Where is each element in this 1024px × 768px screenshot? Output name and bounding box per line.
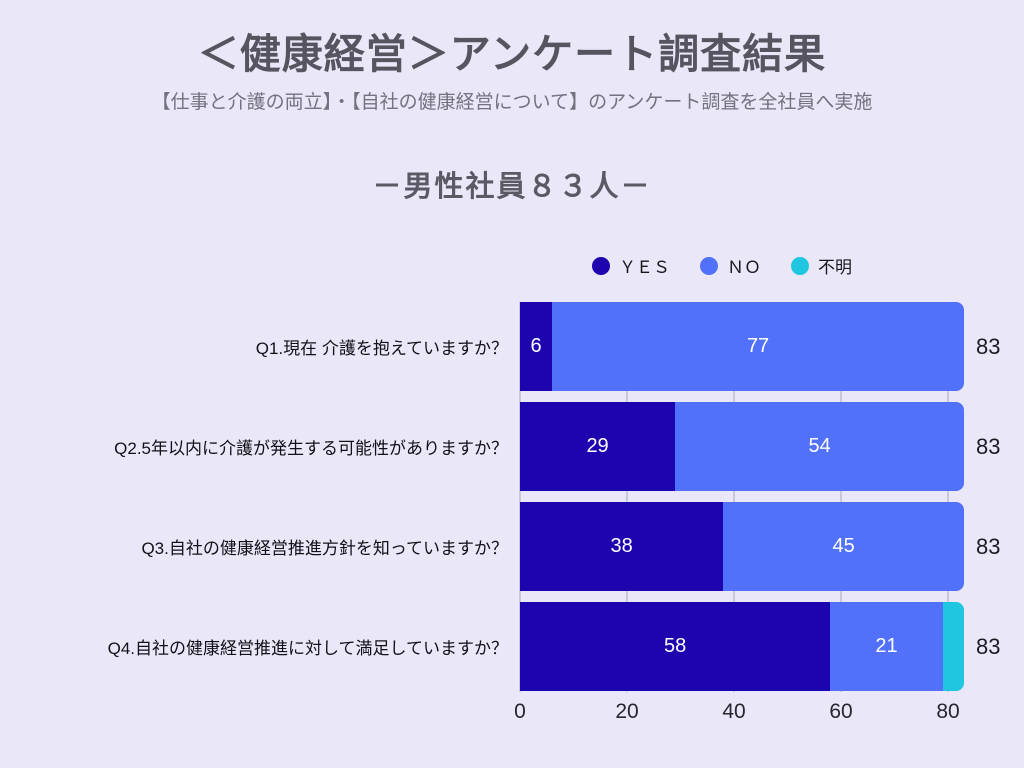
legend-item: ＹＥＳ xyxy=(592,253,670,278)
legend-swatch-icon xyxy=(592,256,610,275)
x-tick-label: 0 xyxy=(514,700,526,723)
segment-value: 38 xyxy=(610,535,633,557)
bar-segment: 54 xyxy=(675,402,965,491)
bar-row: 29 54 xyxy=(520,402,965,491)
segment-value: 29 xyxy=(586,435,609,457)
total-label: 83 xyxy=(976,633,1001,659)
category-label: Q2.5年以内に介護が発生する可能性がありますか？ xyxy=(114,439,508,458)
gridline xyxy=(840,302,842,692)
bar-row: 58 21 xyxy=(520,602,965,691)
legend-swatch-icon xyxy=(791,256,809,275)
x-tick-label: 60 xyxy=(829,700,853,723)
category-label: Q3.自社の健康経営推進方針を知っていますか？ xyxy=(141,539,508,558)
legend: ＹＥＳ ＮＯ 不明 xyxy=(592,253,852,278)
total-label: 83 xyxy=(976,533,1001,559)
legend-swatch-icon xyxy=(700,256,718,275)
category-label: Q1.現在 介護を抱えていますか？ xyxy=(255,339,508,358)
segment-value: 58 xyxy=(664,635,687,657)
legend-label: ＮＯ xyxy=(727,258,761,277)
bar-segment: 45 xyxy=(723,502,965,591)
page-title: ＜健康経営＞アンケート調査結果 xyxy=(197,31,827,77)
legend-label: ＹＥＳ xyxy=(619,258,670,277)
bar-segment: 29 xyxy=(520,402,676,491)
legend-item: 不明 xyxy=(791,253,852,278)
bar-segment: 77 xyxy=(552,302,965,391)
bar-segment: 58 xyxy=(520,602,831,691)
segment-value: 77 xyxy=(746,335,770,357)
bar-segment: 38 xyxy=(520,502,724,591)
x-tick-label: 20 xyxy=(615,700,639,723)
page-subtitle: 【仕事と介護の両立】・【自社の健康経営について】のアンケート調査を全社員へ実施 xyxy=(151,92,873,113)
segment-value: 6 xyxy=(530,335,542,357)
x-tick-label: 40 xyxy=(722,700,746,723)
total-label: 83 xyxy=(976,433,1001,459)
legend-label: 不明 xyxy=(818,258,852,277)
gridline xyxy=(519,302,521,692)
gridline xyxy=(947,302,949,692)
total-label: 83 xyxy=(976,333,1001,359)
category-label: Q4.自社の健康経営推進に対して満足していますか？ xyxy=(107,639,508,658)
segment-value: 45 xyxy=(832,535,855,557)
segment-value: 54 xyxy=(808,435,831,457)
bar-chart: 6 77 29 54 38 45 58 21 xyxy=(519,302,980,692)
x-tick-label: 80 xyxy=(936,700,960,723)
gridline xyxy=(733,302,735,692)
bar-segment: 6 xyxy=(520,302,553,391)
bar-row: 38 45 xyxy=(520,502,965,591)
segment-value: 21 xyxy=(875,635,898,657)
bar-segment: 21 xyxy=(830,602,943,691)
legend-item: ＮＯ xyxy=(700,253,761,278)
gridline xyxy=(626,302,628,692)
section-title: －男性社員８３人－ xyxy=(372,171,652,203)
bar-segment xyxy=(942,602,965,691)
bar-row: 6 77 xyxy=(520,302,965,391)
